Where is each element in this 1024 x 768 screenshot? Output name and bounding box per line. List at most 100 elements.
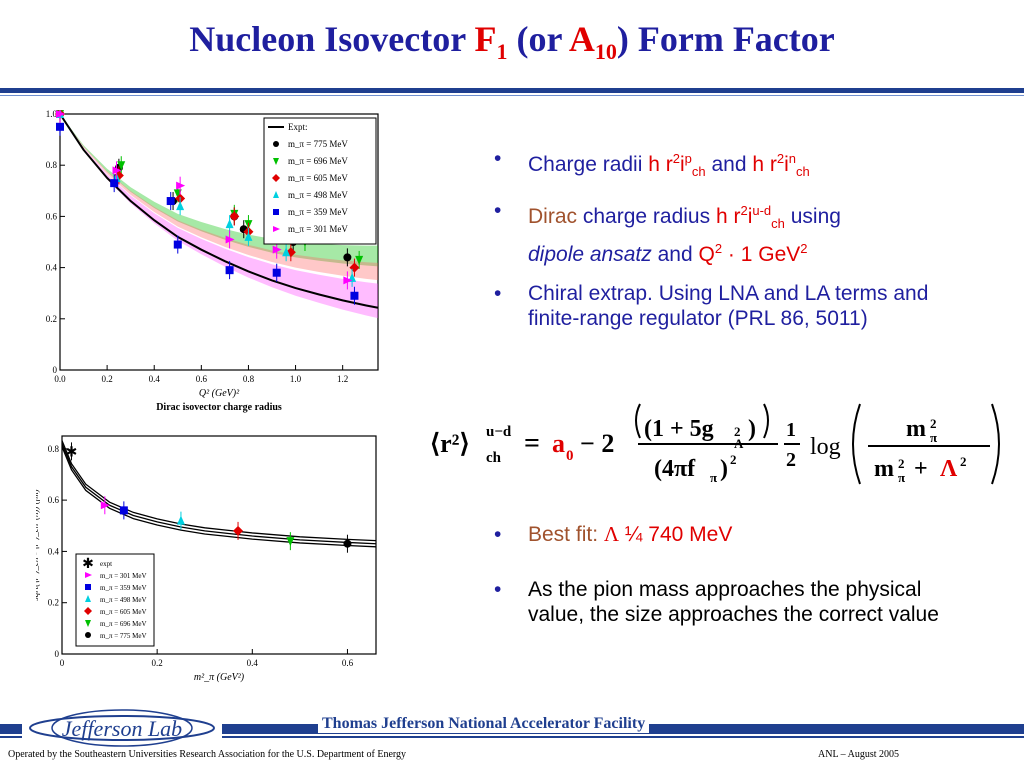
y-tick-label: 0.2 <box>46 314 57 324</box>
x-tick-label: 0.8 <box>243 374 255 384</box>
green-band <box>60 114 378 267</box>
svg-text:− 2: − 2 <box>580 429 614 458</box>
data-point <box>355 255 364 265</box>
data-point <box>225 235 235 244</box>
svg-text:Jefferson Lab: Jefferson Lab <box>62 716 182 741</box>
svg-text:2: 2 <box>960 454 967 469</box>
legend-entry: expt <box>100 560 112 568</box>
svg-text:): ) <box>720 456 728 482</box>
legend-marker <box>273 209 279 215</box>
x-tick-label: 0.4 <box>149 374 161 384</box>
data-point <box>117 161 126 171</box>
svg-text:π: π <box>930 430 937 445</box>
legend-marker <box>85 632 91 638</box>
x-tick-label: 0.6 <box>342 658 354 668</box>
title-rule-thin <box>0 95 1024 96</box>
svg-text:2: 2 <box>898 456 905 471</box>
svg-text:2: 2 <box>730 452 737 467</box>
y-tick-label: 0 <box>53 365 58 375</box>
event-date: ANL – August 2005 <box>818 749 900 760</box>
bullet-dirac-radius: Dirac charge radius h r2iu-dch usingdipo… <box>490 198 990 267</box>
lab-name: Thomas Jefferson National Accelerator Fa… <box>318 715 650 733</box>
svg-text:=: = <box>524 428 540 459</box>
x-tick-label: 1.0 <box>290 374 302 384</box>
data-point <box>119 506 128 515</box>
legend-entry: m_π = 498 MeV <box>288 190 348 200</box>
svg-text:a: a <box>552 429 565 458</box>
y-tick-label: 0.6 <box>46 211 58 221</box>
legend-entry: m_π = 359 MeV <box>288 207 348 217</box>
title-rule <box>0 88 1024 93</box>
legend-marker <box>273 191 279 198</box>
legend-entry: m_π = 301 MeV <box>100 572 147 580</box>
x-tick-label: 0.6 <box>196 374 208 384</box>
svg-text:2: 2 <box>930 416 937 431</box>
jefferson-lab-logo: Jefferson Lab <box>22 706 222 750</box>
red-band <box>60 114 378 281</box>
x-tick-label: 0.4 <box>247 658 259 668</box>
chart-caption: Dirac isovector charge radius <box>156 402 282 413</box>
bullet-chiral-extrap: Chiral extrap. Using LNA and LA terms an… <box>490 281 948 331</box>
data-point <box>225 266 234 275</box>
legend-box <box>263 117 377 245</box>
legend-marker <box>84 607 92 615</box>
x-axis-label: m²_π (GeV²) <box>194 672 245 683</box>
legend-entry: m_π = 498 MeV <box>100 596 147 604</box>
svg-text:1: 1 <box>786 419 796 441</box>
legend-entry: m_π = 605 MeV <box>288 173 348 183</box>
footer-bar-thin <box>0 736 1024 738</box>
legend-entry: m_π = 775 MeV <box>100 632 147 640</box>
y-tick-label: 0.8 <box>46 160 58 170</box>
charge-radius-chart: 0 0.2 0.4 0.6 0 0.2 0.4 0.6 0.8 m²_π (GeV²) sqrt(⟨… <box>36 435 377 683</box>
legend-marker <box>85 572 92 578</box>
data-point <box>173 240 182 249</box>
svg-text:(4πf: (4πf <box>654 456 696 482</box>
formula-lhs: ⟨r²⟩ <box>430 429 470 458</box>
x-tick-label: 0.2 <box>101 374 112 384</box>
legend-marker: ✱ <box>82 557 94 572</box>
fit-curve <box>61 446 377 548</box>
data-point <box>272 245 282 254</box>
svg-text:Λ: Λ <box>940 456 958 482</box>
x-tick-label: 0.0 <box>54 374 66 384</box>
y-tick-label: 0 <box>55 649 60 659</box>
svg-text:(1 + 5g: (1 + 5g <box>644 416 714 442</box>
x-tick-label: 0.2 <box>152 658 163 668</box>
legend-entry: m_π = 605 MeV <box>100 608 147 616</box>
slide-title: Nucleon Isovector F1 (or A10) Form Facto… <box>189 19 835 65</box>
data-point <box>272 268 281 277</box>
data-point: ✱ <box>66 445 78 460</box>
legend-marker <box>85 620 91 627</box>
svg-text:2: 2 <box>734 424 741 439</box>
data-point <box>225 219 234 229</box>
data-point <box>110 179 119 188</box>
legend-marker <box>273 141 279 147</box>
legend-entry: Expt: <box>288 122 308 132</box>
data-point <box>176 515 185 525</box>
y-tick-label: 0.6 <box>48 495 60 505</box>
data-point <box>244 231 253 241</box>
y-axis-label: sqrt(⟨r²⟩_ch - ⟨r²⟩_ch^(n)) (fm) <box>36 489 40 600</box>
data-point <box>229 211 240 222</box>
svg-text:ch: ch <box>486 450 502 466</box>
data-point <box>56 122 64 131</box>
svg-text:0: 0 <box>566 448 574 464</box>
svg-text:2: 2 <box>786 449 796 471</box>
svg-text:π: π <box>898 470 905 485</box>
x-tick-label: 1.2 <box>337 374 348 384</box>
svg-text:): ) <box>748 416 756 442</box>
legend-marker <box>273 226 280 232</box>
form-factor-chart: 0.0 0.2 0.4 0.6 0.8 1.0 1.2 0 0.2 0.4 0.6 0.8 1.0 Q² … <box>46 110 379 413</box>
legend-entry: m_π = 696 MeV <box>100 620 147 628</box>
data-point <box>176 181 186 190</box>
data-point <box>343 539 352 548</box>
svg-text:m: m <box>906 416 926 442</box>
svg-text:+: + <box>914 456 928 482</box>
bullet-pion-mass: As the pion mass approaches the physical… <box>490 577 968 627</box>
legend-entry: m_π = 775 MeV <box>288 139 348 149</box>
legend-marker <box>273 158 279 165</box>
y-tick-label: 0.4 <box>46 263 58 273</box>
bullet-list-bottom: Best fit: Λ ¼ 740 MeV As the pion mass a… <box>490 522 990 641</box>
bullet-charge-radii: Charge radii h r2ipch and h r2inch <box>490 146 990 184</box>
data-point <box>343 276 353 285</box>
